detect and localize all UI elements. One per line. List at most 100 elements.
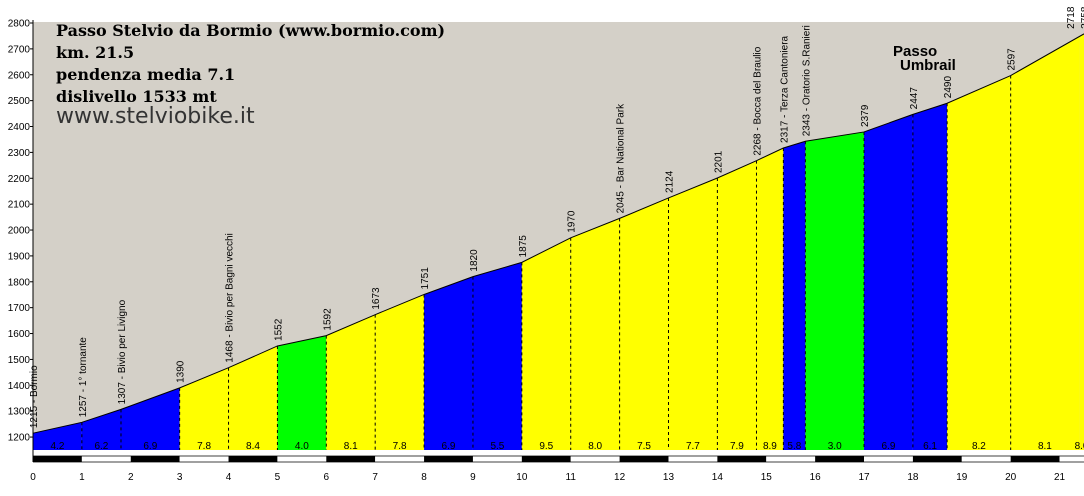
gradient-label: 6.2: [94, 441, 108, 452]
x-tick-label: 13: [663, 472, 675, 483]
x-tick-label: 19: [956, 472, 968, 483]
elevation-label: 1875: [518, 235, 529, 258]
x-tick-label: 8: [421, 472, 427, 483]
profile-segment-10: [521, 237, 571, 450]
elevation-label: 1820: [469, 249, 480, 272]
profile-segment-14: [717, 160, 757, 450]
km-bar-cell: [766, 456, 816, 462]
profile-segment-11: [570, 218, 620, 450]
route-title: Passo Stelvio da Bormio (www.bormio.com): [56, 21, 446, 40]
x-tick-label: 9: [470, 472, 476, 483]
x-tick-label: 7: [372, 472, 378, 483]
km-bar-cell: [424, 456, 473, 462]
elevation-label: 2490: [943, 76, 954, 99]
km-bar-cell: [521, 456, 571, 462]
gradient-label: 4.2: [50, 441, 64, 452]
km-bar-cell: [619, 456, 669, 462]
profile-segment-2: [120, 387, 180, 450]
route-info: Passo Stelvio da Bormio (www.bormio.com)…: [56, 20, 445, 108]
gradient-label: 7.7: [686, 441, 700, 452]
elevation-label: 1592: [322, 308, 333, 331]
profile-segment-12: [619, 197, 669, 450]
y-tick-label: 2700: [8, 44, 31, 55]
km-bar-cell: [570, 456, 620, 462]
profile-segment-4: [228, 345, 278, 450]
km-bar-cell: [277, 456, 327, 462]
elevation-label: 1970: [567, 210, 578, 233]
y-tick-label: 1200: [8, 433, 31, 444]
elevation-label: 2268 - Bocca del Braulio: [752, 46, 763, 155]
y-tick-label: 1300: [8, 407, 31, 418]
km-bar-cell: [81, 456, 131, 462]
gradient-label: 5.8: [787, 441, 801, 452]
y-tick-label: 1700: [8, 303, 31, 314]
x-tick-label: 20: [1005, 472, 1017, 483]
gradient-label: 6.9: [143, 441, 157, 452]
elevation-label: 1390: [176, 360, 187, 383]
profile-segment-13: [668, 178, 718, 450]
profile-segment-6: [326, 314, 376, 450]
x-tick-label: 1: [79, 472, 85, 483]
gradient-label: 8.1: [344, 441, 358, 452]
y-tick-label: 1800: [8, 277, 31, 288]
x-tick-label: 2: [128, 472, 134, 483]
website-link[interactable]: www.stelviobike.it: [56, 104, 255, 129]
umbrail-annotation: Passo: [893, 44, 937, 59]
km-bar-cell: [33, 456, 82, 462]
x-tick-label: 18: [907, 472, 919, 483]
profile-segment-0: [33, 422, 82, 450]
elevation-label: 1468 - Bivio per Bagni vecchi: [225, 233, 236, 363]
x-tick-label: 12: [614, 472, 626, 483]
x-tick-label: 14: [712, 472, 724, 483]
elevation-label: 2124: [664, 170, 675, 193]
y-tick-label: 2400: [8, 122, 31, 133]
km-bar-cell: [815, 456, 865, 462]
elevation-label: 1307 - Bivio per Livigno: [117, 299, 128, 404]
elevation-label: 2718: [1066, 6, 1077, 29]
gradient-label: 8.0: [588, 441, 602, 452]
gradient-label: 8.9: [763, 441, 777, 452]
profile-segment-17: [805, 131, 865, 450]
x-tick-label: 17: [858, 472, 870, 483]
gradient-label: 4.0: [295, 441, 309, 452]
profile-segment-3: [179, 367, 229, 450]
km-bar-cell: [864, 456, 913, 462]
elevation-label: 2201: [713, 150, 724, 173]
gradient-label: 6.9: [882, 441, 896, 452]
elevation-label: 2447: [909, 87, 920, 110]
km-bar-cell: [179, 456, 229, 462]
elevation-label: 2597: [1007, 48, 1018, 71]
profile-segment-16: [783, 141, 806, 451]
profile-segment-21: [1010, 36, 1080, 450]
gradient-label: 6.1: [923, 441, 937, 452]
umbrail-annotation-line2: Umbrail: [900, 57, 956, 74]
elevation-label: 2343 - Oratorio S.Ranieri: [801, 25, 812, 136]
elevation-label: 1751: [420, 267, 431, 290]
umbrail-annotation-2: Umbrail: [900, 58, 956, 73]
elevation-label: 2317 - Terza Cantoniera: [779, 35, 790, 143]
gradient-label: 7.9: [730, 441, 744, 452]
y-tick-label: 1900: [8, 251, 31, 262]
y-tick-label: 2100: [8, 200, 31, 211]
profile-segment-8: [424, 276, 473, 450]
route-climb: dislivello 1533 mt: [56, 87, 217, 106]
elevation-label: 2045 - Bar National Park: [616, 103, 627, 214]
profile-segment-5: [277, 335, 327, 450]
elevation-label: 1257 - 1° tornante: [78, 337, 89, 418]
x-tick-label: 5: [275, 472, 281, 483]
gradient-label: 7.5: [637, 441, 651, 452]
route-gradient: pendenza media 7.1: [56, 65, 236, 84]
gradient-label: 6.9: [442, 441, 456, 452]
km-bar-cell: [472, 456, 522, 462]
profile-segment-18: [864, 114, 913, 451]
profile-segment-20: [947, 75, 1011, 450]
profile-segment-9: [472, 262, 522, 450]
x-tick-label: 11: [566, 472, 577, 483]
profile-segment-15: [756, 147, 784, 450]
route-distance: km. 21.5: [56, 43, 135, 62]
gradient-label: 7.8: [197, 441, 211, 452]
y-tick-label: 2500: [8, 96, 31, 107]
gradient-label: 5.5: [490, 441, 504, 452]
x-tick-label: 3: [177, 472, 183, 483]
